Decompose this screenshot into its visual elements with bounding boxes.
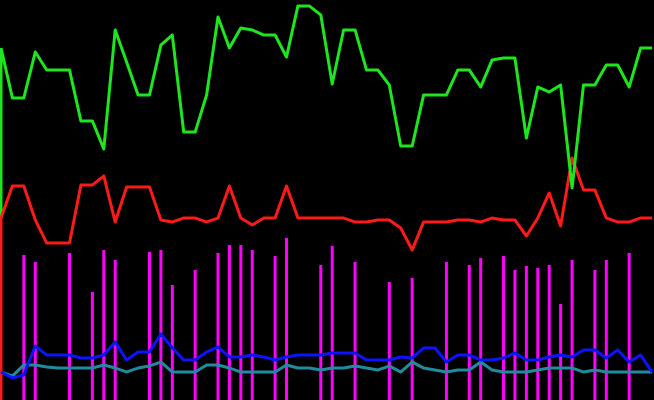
bar — [159, 250, 163, 400]
series-line — [0, 4, 652, 190]
bar — [387, 282, 391, 400]
bar — [513, 270, 517, 400]
bar — [593, 270, 597, 400]
bar — [627, 253, 631, 400]
series-line — [0, 360, 652, 378]
bar — [147, 252, 151, 400]
bar — [193, 270, 197, 400]
bar — [113, 260, 117, 400]
bar — [410, 278, 414, 400]
bar — [524, 266, 528, 400]
bar — [559, 304, 563, 400]
bar — [330, 246, 334, 400]
bar — [353, 262, 357, 400]
bar — [570, 260, 574, 400]
series-line — [0, 332, 654, 380]
bar — [444, 262, 448, 400]
bar — [547, 265, 551, 400]
bar — [22, 255, 26, 400]
bar — [250, 250, 254, 400]
bar — [33, 262, 37, 400]
bar — [239, 245, 243, 400]
bar — [216, 253, 220, 400]
bar — [285, 238, 289, 400]
bar — [536, 268, 540, 400]
bar — [479, 258, 483, 400]
bar — [502, 256, 506, 400]
bar — [227, 245, 231, 400]
series-line — [0, 156, 652, 252]
bar — [604, 260, 608, 400]
bar — [170, 285, 174, 400]
bar — [68, 253, 72, 400]
bar — [102, 250, 106, 400]
bar — [273, 256, 277, 400]
bar — [90, 292, 94, 400]
bar — [319, 265, 323, 400]
bar — [467, 265, 471, 400]
